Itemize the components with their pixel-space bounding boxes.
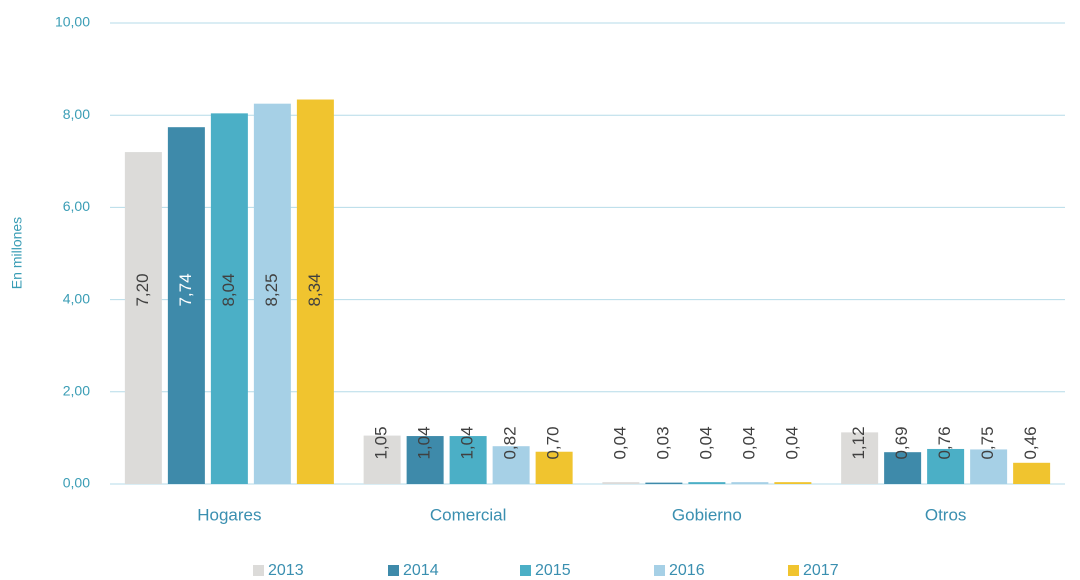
bar bbox=[602, 482, 640, 484]
y-tick-label: 2,00 bbox=[63, 383, 90, 399]
bar bbox=[645, 482, 683, 484]
x-tick-label: Comercial bbox=[430, 505, 507, 524]
y-tick-label: 10,00 bbox=[55, 14, 90, 30]
bar bbox=[492, 446, 530, 484]
data-label: 1,12 bbox=[849, 426, 868, 459]
bar bbox=[124, 152, 162, 484]
legend-label: 2015 bbox=[535, 562, 571, 579]
data-label: 1,04 bbox=[415, 426, 434, 459]
bar bbox=[253, 103, 291, 485]
bar bbox=[296, 99, 334, 484]
data-label: 0,69 bbox=[892, 426, 911, 459]
bar bbox=[210, 113, 248, 484]
legend-label: 2016 bbox=[669, 562, 705, 579]
x-tick-label: Hogares bbox=[197, 505, 261, 524]
data-label: 0,04 bbox=[696, 426, 715, 459]
data-label: 0,04 bbox=[782, 426, 801, 459]
data-label: 7,74 bbox=[176, 273, 195, 306]
data-label: 8,25 bbox=[262, 273, 281, 306]
y-tick-label: 0,00 bbox=[63, 475, 90, 491]
bar bbox=[884, 452, 922, 484]
bar bbox=[1013, 462, 1051, 484]
bar bbox=[731, 482, 769, 484]
legend-swatch bbox=[788, 565, 799, 576]
legend-label: 2013 bbox=[268, 562, 304, 579]
bar bbox=[363, 435, 401, 484]
y-tick-label: 6,00 bbox=[63, 198, 90, 214]
data-label: 7,20 bbox=[133, 273, 152, 306]
bar bbox=[927, 448, 965, 484]
data-label: 0,46 bbox=[1021, 426, 1040, 459]
bar bbox=[970, 449, 1008, 484]
data-label: 0,03 bbox=[653, 426, 672, 459]
legend-label: 2017 bbox=[803, 562, 839, 579]
legend-swatch bbox=[388, 565, 399, 576]
data-label: 1,04 bbox=[458, 426, 477, 459]
bar bbox=[841, 432, 879, 484]
legend-label: 2014 bbox=[403, 562, 439, 579]
x-tick-label: Otros bbox=[925, 505, 967, 524]
data-label: 8,04 bbox=[219, 273, 238, 306]
data-label: 0,04 bbox=[739, 426, 758, 459]
data-label: 0,82 bbox=[501, 426, 520, 459]
data-label: 0,70 bbox=[544, 426, 563, 459]
bar bbox=[688, 482, 726, 484]
y-tick-label: 8,00 bbox=[63, 106, 90, 122]
data-label: 8,34 bbox=[305, 273, 324, 306]
legend-swatch bbox=[654, 565, 665, 576]
x-tick-label: Gobierno bbox=[672, 505, 742, 524]
bar bbox=[449, 436, 487, 484]
bar bbox=[535, 451, 573, 484]
legend-swatch bbox=[253, 565, 264, 576]
bar bbox=[167, 127, 205, 484]
y-tick-label: 4,00 bbox=[63, 290, 90, 306]
data-label: 0,04 bbox=[610, 426, 629, 459]
y-axis-label: En millones bbox=[9, 217, 25, 289]
data-label: 0,75 bbox=[978, 426, 997, 459]
bar bbox=[774, 482, 812, 484]
legend-swatch bbox=[520, 565, 531, 576]
data-label: 0,76 bbox=[935, 426, 954, 459]
bar bbox=[406, 436, 444, 484]
data-label: 1,05 bbox=[372, 426, 391, 459]
